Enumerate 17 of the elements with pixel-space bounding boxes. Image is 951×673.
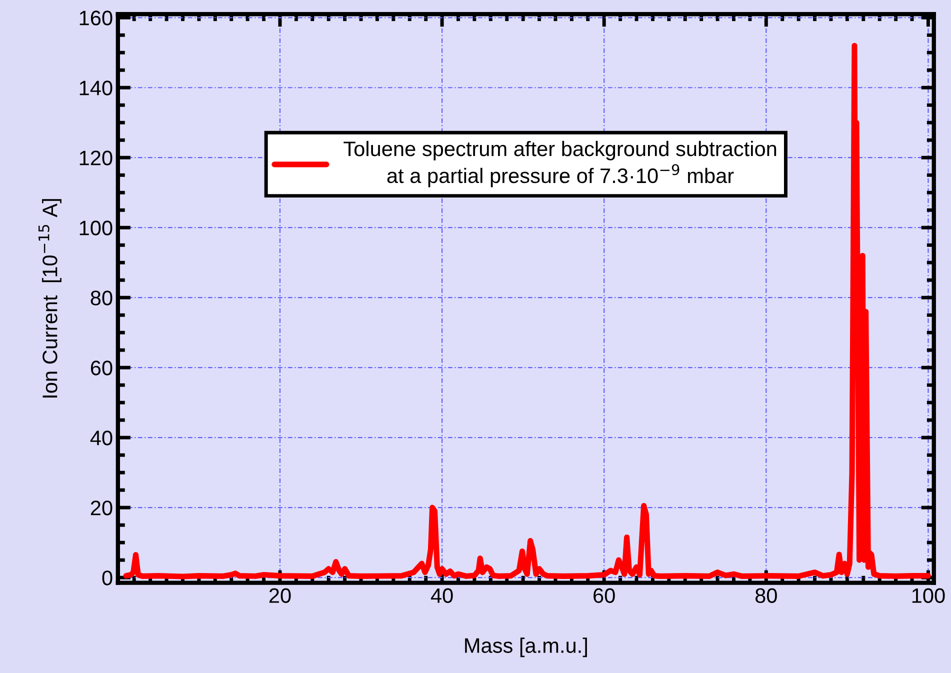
y-axis-title: Ion Current [10$^{−15}$ A] <box>38 199 62 398</box>
x-tick-label: 80 <box>755 588 777 603</box>
y-tick-label: 100 <box>80 220 112 236</box>
y-tick-label: 120 <box>80 150 112 166</box>
y-tick-label: 0 <box>102 570 112 586</box>
y-tick-label: 140 <box>80 80 112 96</box>
y-tick-label: 80 <box>90 290 112 306</box>
legend-label: Toluene spectrum after background subtraction at a partial pressure of 7.3·10$^{−9}$ mbar <box>344 140 776 188</box>
x-tick-label: 20 <box>269 588 291 603</box>
y-tick-label: 60 <box>90 360 112 376</box>
y-tick-label: 20 <box>90 500 112 516</box>
y-tick-label: 160 <box>80 10 112 26</box>
x-axis-title: Mass [a.m.u.] <box>465 638 587 658</box>
x-tick-label: 40 <box>430 588 453 603</box>
x-tick-label: 60 <box>594 588 615 603</box>
y-tick-label: 40 <box>90 430 112 446</box>
x-tick-label: 100 <box>912 588 945 603</box>
